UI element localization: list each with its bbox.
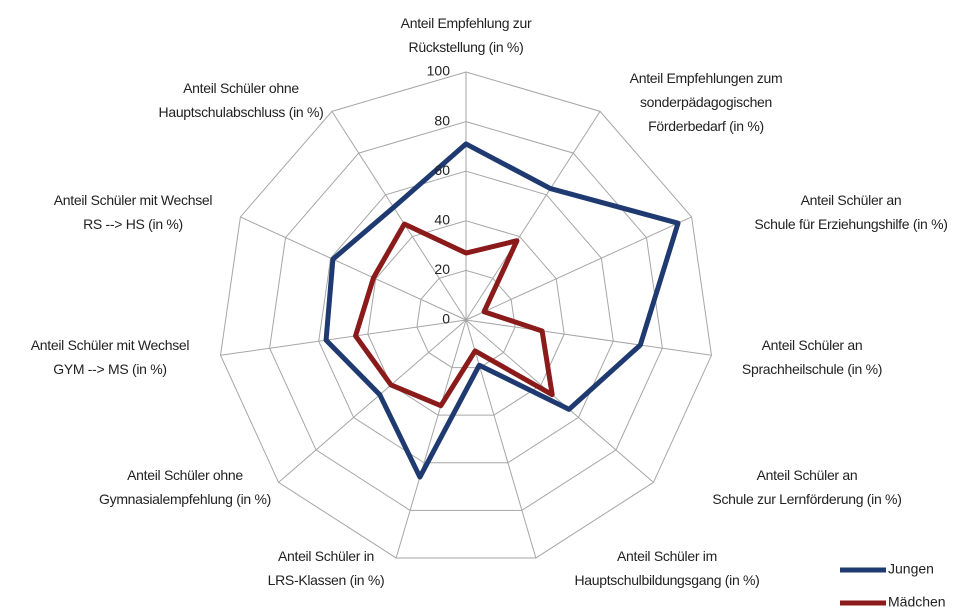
axis-label: Anteil Schüler im Hauptschulbildungsgang… <box>574 548 760 588</box>
spoke <box>465 319 654 483</box>
tick-label: 60 <box>434 162 450 178</box>
axis-label: Anteil Schüler an Schule zur Lernförderu… <box>712 467 902 507</box>
spoke <box>240 216 467 321</box>
legend-label: Mädchen <box>888 594 946 610</box>
tick-label: 40 <box>434 212 450 228</box>
series-line <box>353 221 555 409</box>
tick-label: 20 <box>434 261 450 277</box>
series-line <box>323 141 681 480</box>
tick-label: 100 <box>427 63 451 79</box>
axis-label: Anteil Schüler mit Wechsel GYM --> MS (i… <box>30 337 190 377</box>
grid-ring <box>220 71 712 559</box>
spoke <box>395 319 467 559</box>
tick-label: 0 <box>442 311 450 327</box>
axis-label: Anteil Schüler an Schule für Erziehungsh… <box>754 192 948 232</box>
grid-ring <box>318 170 614 464</box>
axis-label: Anteil Empfehlung zur Rückstellung (in %… <box>400 15 532 55</box>
axis-label: Anteil Empfehlungen zum sonderpädagogisc… <box>629 70 783 134</box>
spoke <box>220 319 467 356</box>
grid-ring <box>269 121 663 511</box>
tick-label: 80 <box>434 112 450 128</box>
axis-label: Anteil Schüler in LRS-Klassen (in %) <box>267 548 385 588</box>
axis-label: Anteil Schüler mit Wechsel RS --> HS (in… <box>53 192 213 232</box>
spoke <box>465 319 712 356</box>
axis-label: Anteil Schüler an Sprachheilschule (in %… <box>741 337 883 377</box>
spoke <box>465 111 601 321</box>
spoke <box>465 216 692 321</box>
legend-label: Jungen <box>888 561 934 577</box>
spoke <box>465 319 537 559</box>
spoke <box>331 111 467 321</box>
spoke <box>278 319 467 483</box>
axis-label: Anteil Schüler ohne Gymnasialempfehlung … <box>99 467 271 507</box>
axis-label: Anteil Schüler ohne Hauptschulabschluss … <box>158 80 324 120</box>
grid-ring <box>367 220 565 416</box>
